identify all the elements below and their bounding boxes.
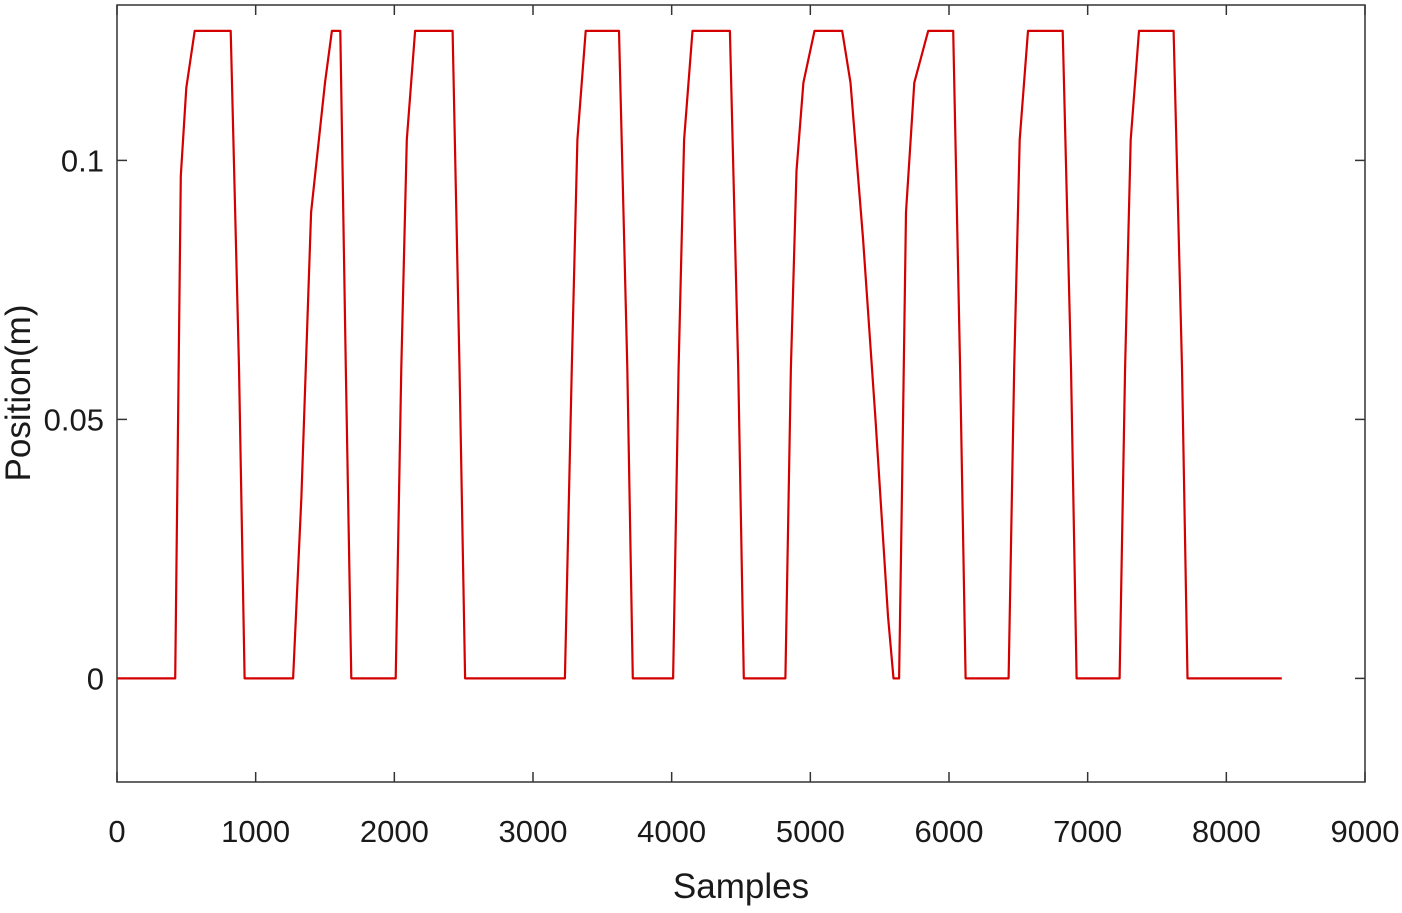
x-axis-label: Samples (673, 867, 809, 906)
x-tick-label: 1000 (221, 814, 290, 849)
y-axis-label: Position(m) (0, 305, 38, 482)
x-tick-label: 9000 (1331, 814, 1400, 849)
y-axis-ticks: 0 0.05 0.1 (44, 143, 1365, 696)
x-tick-label: 8000 (1192, 814, 1261, 849)
x-tick-label: 5000 (776, 814, 845, 849)
x-tick-label: 3000 (499, 814, 568, 849)
y-tick-label: 0.05 (44, 402, 104, 437)
y-tick-label: 0 (87, 661, 104, 696)
x-axis-ticks: 0 1000 2000 3000 4000 5000 6000 7000 8000 9000 (108, 5, 1399, 849)
x-tick-label: 0 (108, 814, 125, 849)
x-tick-label: 7000 (1053, 814, 1122, 849)
x-tick-label: 4000 (637, 814, 706, 849)
x-tick-label: 2000 (360, 814, 429, 849)
y-tick-label: 0.1 (61, 143, 104, 178)
series-line-1 (117, 29, 1282, 680)
x-tick-label: 6000 (915, 814, 984, 849)
plot-area-frame (116, 4, 1366, 783)
series-layer (117, 29, 1282, 680)
